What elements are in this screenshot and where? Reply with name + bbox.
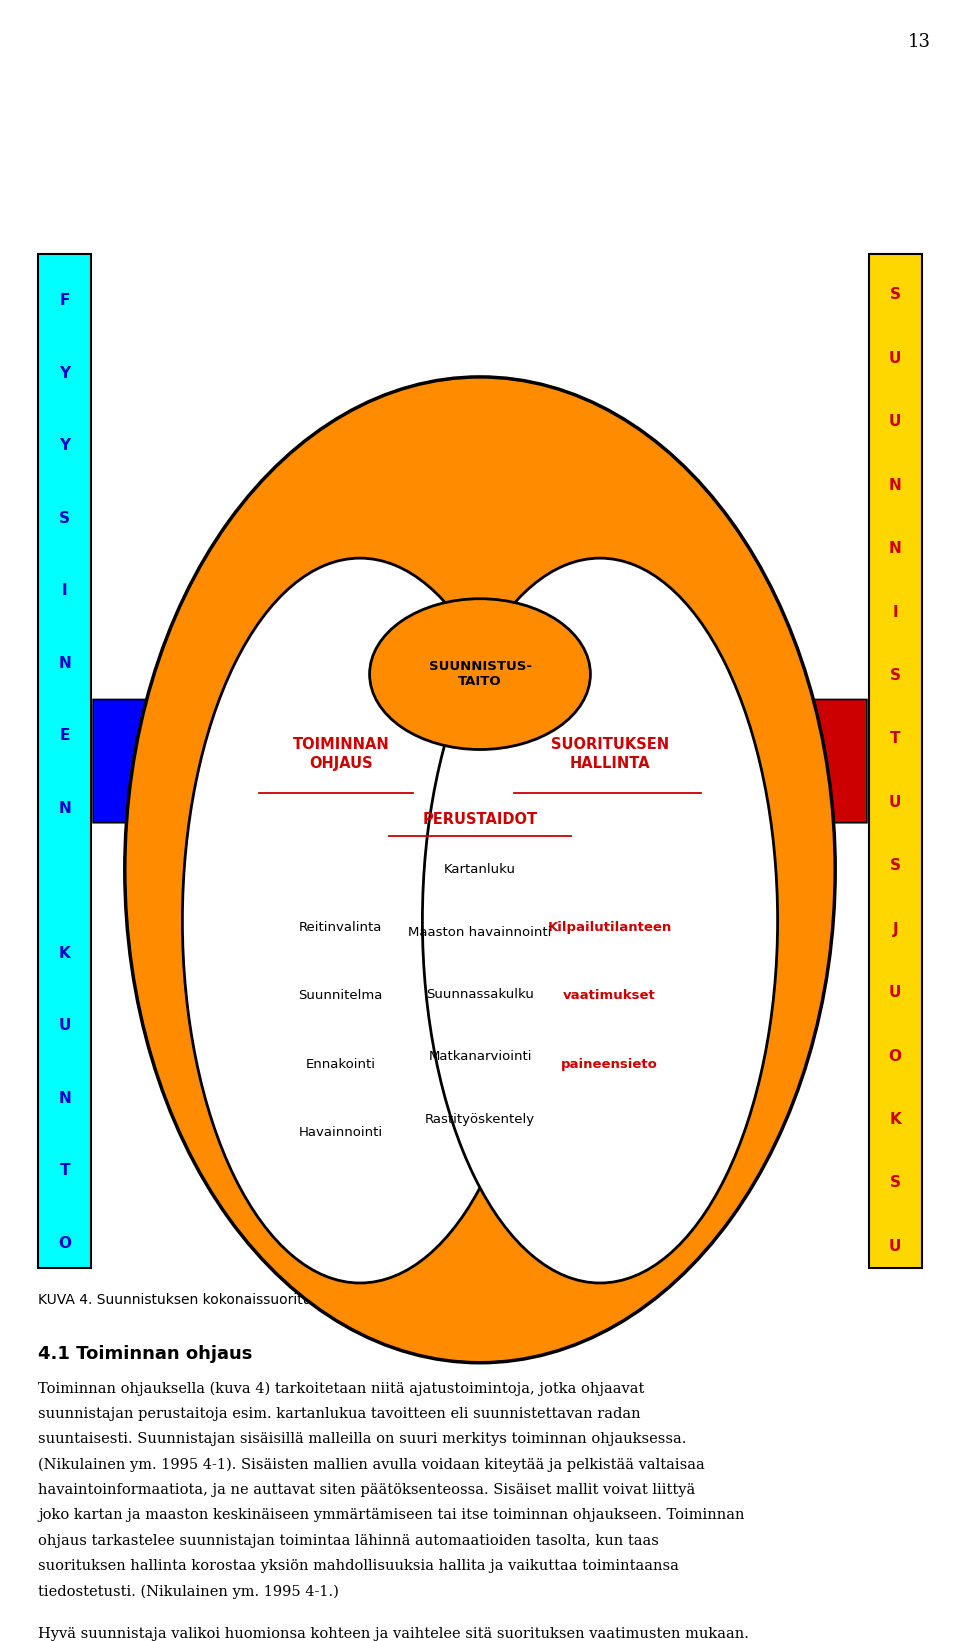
Text: Matkanarviointi: Matkanarviointi [428,1050,532,1063]
Text: U: U [889,794,901,809]
Text: U: U [889,1239,901,1254]
Text: paineensieto: paineensieto [562,1057,658,1070]
Text: Suunnitelma: Suunnitelma [299,990,383,1003]
Text: Kilpailutilanteen: Kilpailutilanteen [547,921,672,934]
Text: J: J [893,922,898,937]
Text: Suunnassakulku: Suunnassakulku [426,988,534,1001]
Text: S: S [890,668,900,683]
Text: N: N [889,542,901,556]
Text: O: O [889,1049,901,1063]
Text: Y: Y [60,438,70,453]
Ellipse shape [422,558,778,1283]
Text: suuntaisesti. Suunnistajan sisäisillä malleilla on suuri merkitys toiminnan ohja: suuntaisesti. Suunnistajan sisäisillä ma… [38,1433,686,1446]
Text: KUVA 4. Suunnistuksen kokonaissuoritus (mukaillen Janne Salmi 2008).: KUVA 4. Suunnistuksen kokonaissuoritus (… [38,1293,532,1308]
FancyBboxPatch shape [38,254,91,1268]
FancyBboxPatch shape [869,254,922,1268]
Text: vaatimukset: vaatimukset [564,990,656,1003]
Text: U: U [59,1017,71,1034]
Text: E: E [60,729,70,743]
Text: SUUNNISTUS-
TAITO: SUUNNISTUS- TAITO [428,660,532,688]
Text: 13: 13 [908,33,931,51]
Text: suunnistajan perustaitoja esim. kartanlukua tavoitteen eli suunnistettavan radan: suunnistajan perustaitoja esim. kartanlu… [38,1406,641,1421]
Text: Havainnointi: Havainnointi [299,1126,383,1139]
Text: K: K [889,1113,901,1127]
Text: 4.1 Toiminnan ohjaus: 4.1 Toiminnan ohjaus [38,1346,252,1364]
Text: T: T [60,1163,70,1178]
Ellipse shape [370,599,590,750]
Text: SUORITUKSEN
HALLINTA: SUORITUKSEN HALLINTA [550,737,669,771]
Text: S: S [890,287,900,302]
Text: F: F [60,294,70,309]
Text: U: U [889,351,901,366]
Text: Ennakointi: Ennakointi [306,1057,375,1070]
Text: Reitinvalinta: Reitinvalinta [300,921,382,934]
Text: N: N [59,656,71,671]
Text: N: N [889,478,901,492]
Text: I: I [893,604,898,620]
Text: I: I [62,583,67,599]
Text: joko kartan ja maaston keskinäiseen ymmärtämiseen tai itse toiminnan ohjaukseen.: joko kartan ja maaston keskinäiseen ymmä… [38,1508,745,1523]
Text: Hyvä suunnistaja valikoi huomionsa kohteen ja vaihtelee sitä suorituksen vaatimu: Hyvä suunnistaja valikoi huomionsa kohte… [38,1628,749,1641]
Text: havaintoinformaatiota, ja ne auttavat siten päätöksenteossa. Sisäiset mallit voi: havaintoinformaatiota, ja ne auttavat si… [38,1483,696,1497]
Text: S: S [890,858,900,873]
FancyArrow shape [93,678,248,843]
Text: T: T [890,732,900,747]
Text: U: U [889,985,901,999]
Text: K: K [59,945,71,960]
Ellipse shape [125,377,835,1362]
FancyArrow shape [712,678,867,843]
Text: suorituksen hallinta korostaa yksiön mahdollisuuksia hallita ja vaikuttaa toimin: suorituksen hallinta korostaa yksiön mah… [38,1559,680,1574]
Text: ohjaus tarkastelee suunnistajan toimintaa lähinnä automaatioiden tasolta, kun ta: ohjaus tarkastelee suunnistajan toiminta… [38,1534,660,1547]
Text: S: S [890,1175,900,1190]
Text: N: N [59,801,71,816]
Text: Kartanluku: Kartanluku [444,863,516,876]
Text: TOIMINNAN
OHJAUS: TOIMINNAN OHJAUS [293,737,389,771]
Ellipse shape [182,558,538,1283]
Text: N: N [59,1091,71,1106]
Text: Y: Y [60,366,70,381]
Text: tiedostetusti. (Nikulainen ym. 1995 4-1.): tiedostetusti. (Nikulainen ym. 1995 4-1.… [38,1585,339,1598]
Text: O: O [59,1236,71,1250]
Text: U: U [889,414,901,430]
Text: Toiminnan ohjauksella (kuva 4) tarkoitetaan niitä ajatustoimintoja, jotka ohjaav: Toiminnan ohjauksella (kuva 4) tarkoitet… [38,1382,645,1396]
Text: PERUSTAIDOT: PERUSTAIDOT [422,812,538,827]
Text: Rastityöskentely: Rastityöskentely [425,1113,535,1126]
Text: (Nikulainen ym. 1995 4-1). Sisäisten mallien avulla voidaan kiteytää ja pelkistä: (Nikulainen ym. 1995 4-1). Sisäisten mal… [38,1457,706,1472]
Text: Maaston havainnointi: Maaston havainnointi [408,926,552,939]
Text: S: S [60,510,70,525]
